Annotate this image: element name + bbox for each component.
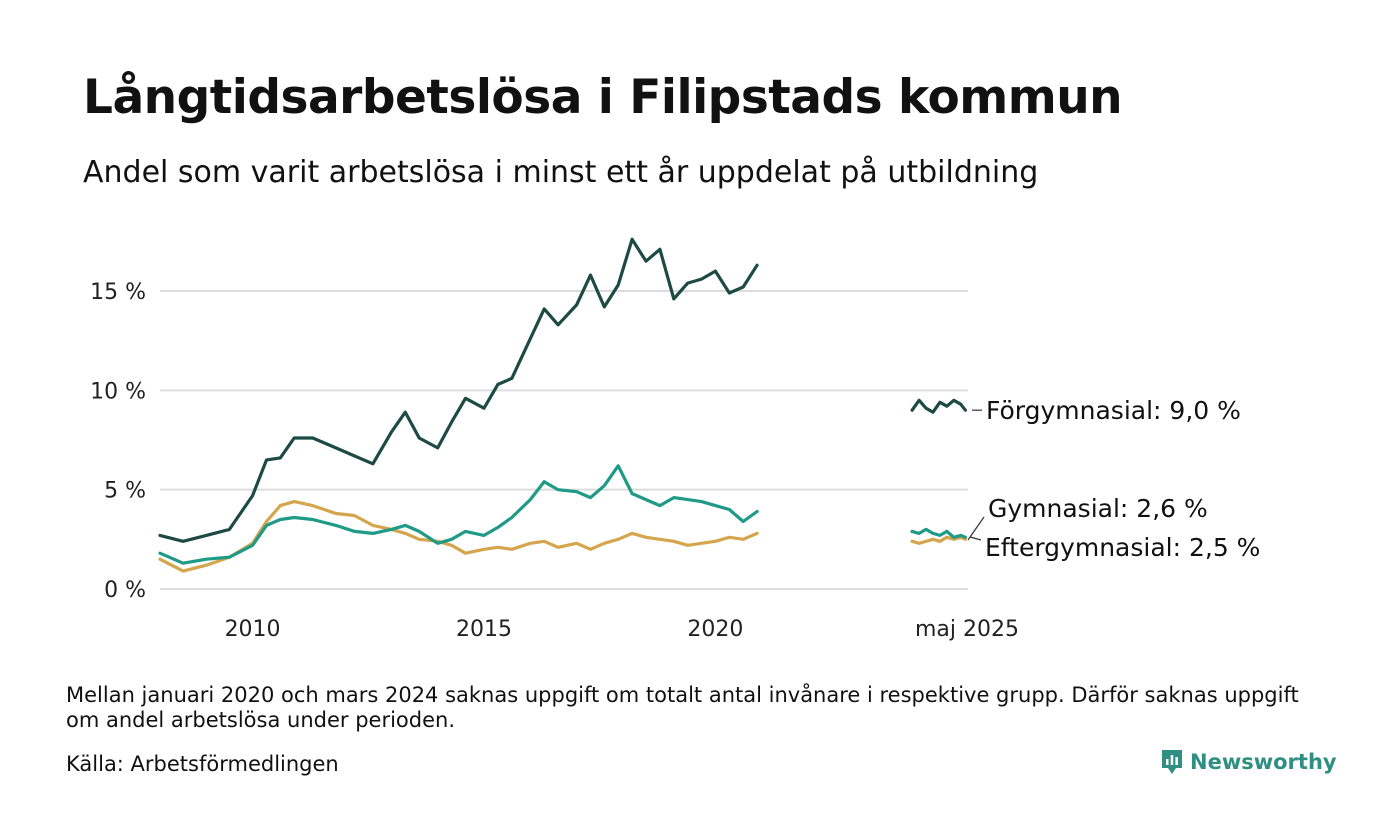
- chart-subtitle: Andel som varit arbetslösa i minst ett å…: [83, 155, 1039, 190]
- label-leader-line: [967, 516, 985, 541]
- line-chart: 0 % 5 % 10 % 15 % 2010 2015 2020 maj 2025 Förgym…: [90, 237, 1260, 642]
- label-leader-line: [969, 536, 982, 541]
- x-tick-label: 2015: [456, 617, 512, 642]
- series-label-förgymnasial: Förgymnasial: 9,0 %: [986, 396, 1241, 425]
- source-text: Källa: Arbetsförmedlingen: [66, 752, 339, 776]
- y-tick-label: 15 %: [90, 280, 146, 305]
- series-label-gymnasial: Gymnasial: 2,6 %: [988, 494, 1208, 523]
- x-tick-label: 2020: [687, 617, 743, 642]
- series-line-eftergymnasial: [158, 500, 759, 573]
- brand-name: Newsworthy: [1190, 750, 1337, 774]
- newsworthy-icon: [1162, 750, 1182, 774]
- series-line-gymnasial: [158, 464, 759, 565]
- series-line-förgymnasial: [910, 398, 967, 414]
- series-label-eftergymnasial: Eftergymnasial: 2,5 %: [985, 533, 1260, 562]
- footnote: Mellan januari 2020 och mars 2024 saknas…: [66, 683, 1299, 732]
- y-tick-label: 0 %: [104, 578, 146, 603]
- brand-logo: Newsworthy: [1160, 748, 1337, 776]
- chart-title: Långtidsarbetslösa i Filipstads kommun: [83, 70, 1123, 125]
- series-line-förgymnasial: [158, 237, 759, 543]
- x-tick-label: 2010: [225, 617, 281, 642]
- series-line-eftergymnasial: [910, 535, 967, 545]
- y-tick-label: 5 %: [104, 479, 146, 504]
- x-tick-label-latest: maj 2025: [915, 617, 1019, 642]
- y-tick-label: 10 %: [90, 379, 146, 404]
- series-line-gymnasial: [910, 527, 967, 539]
